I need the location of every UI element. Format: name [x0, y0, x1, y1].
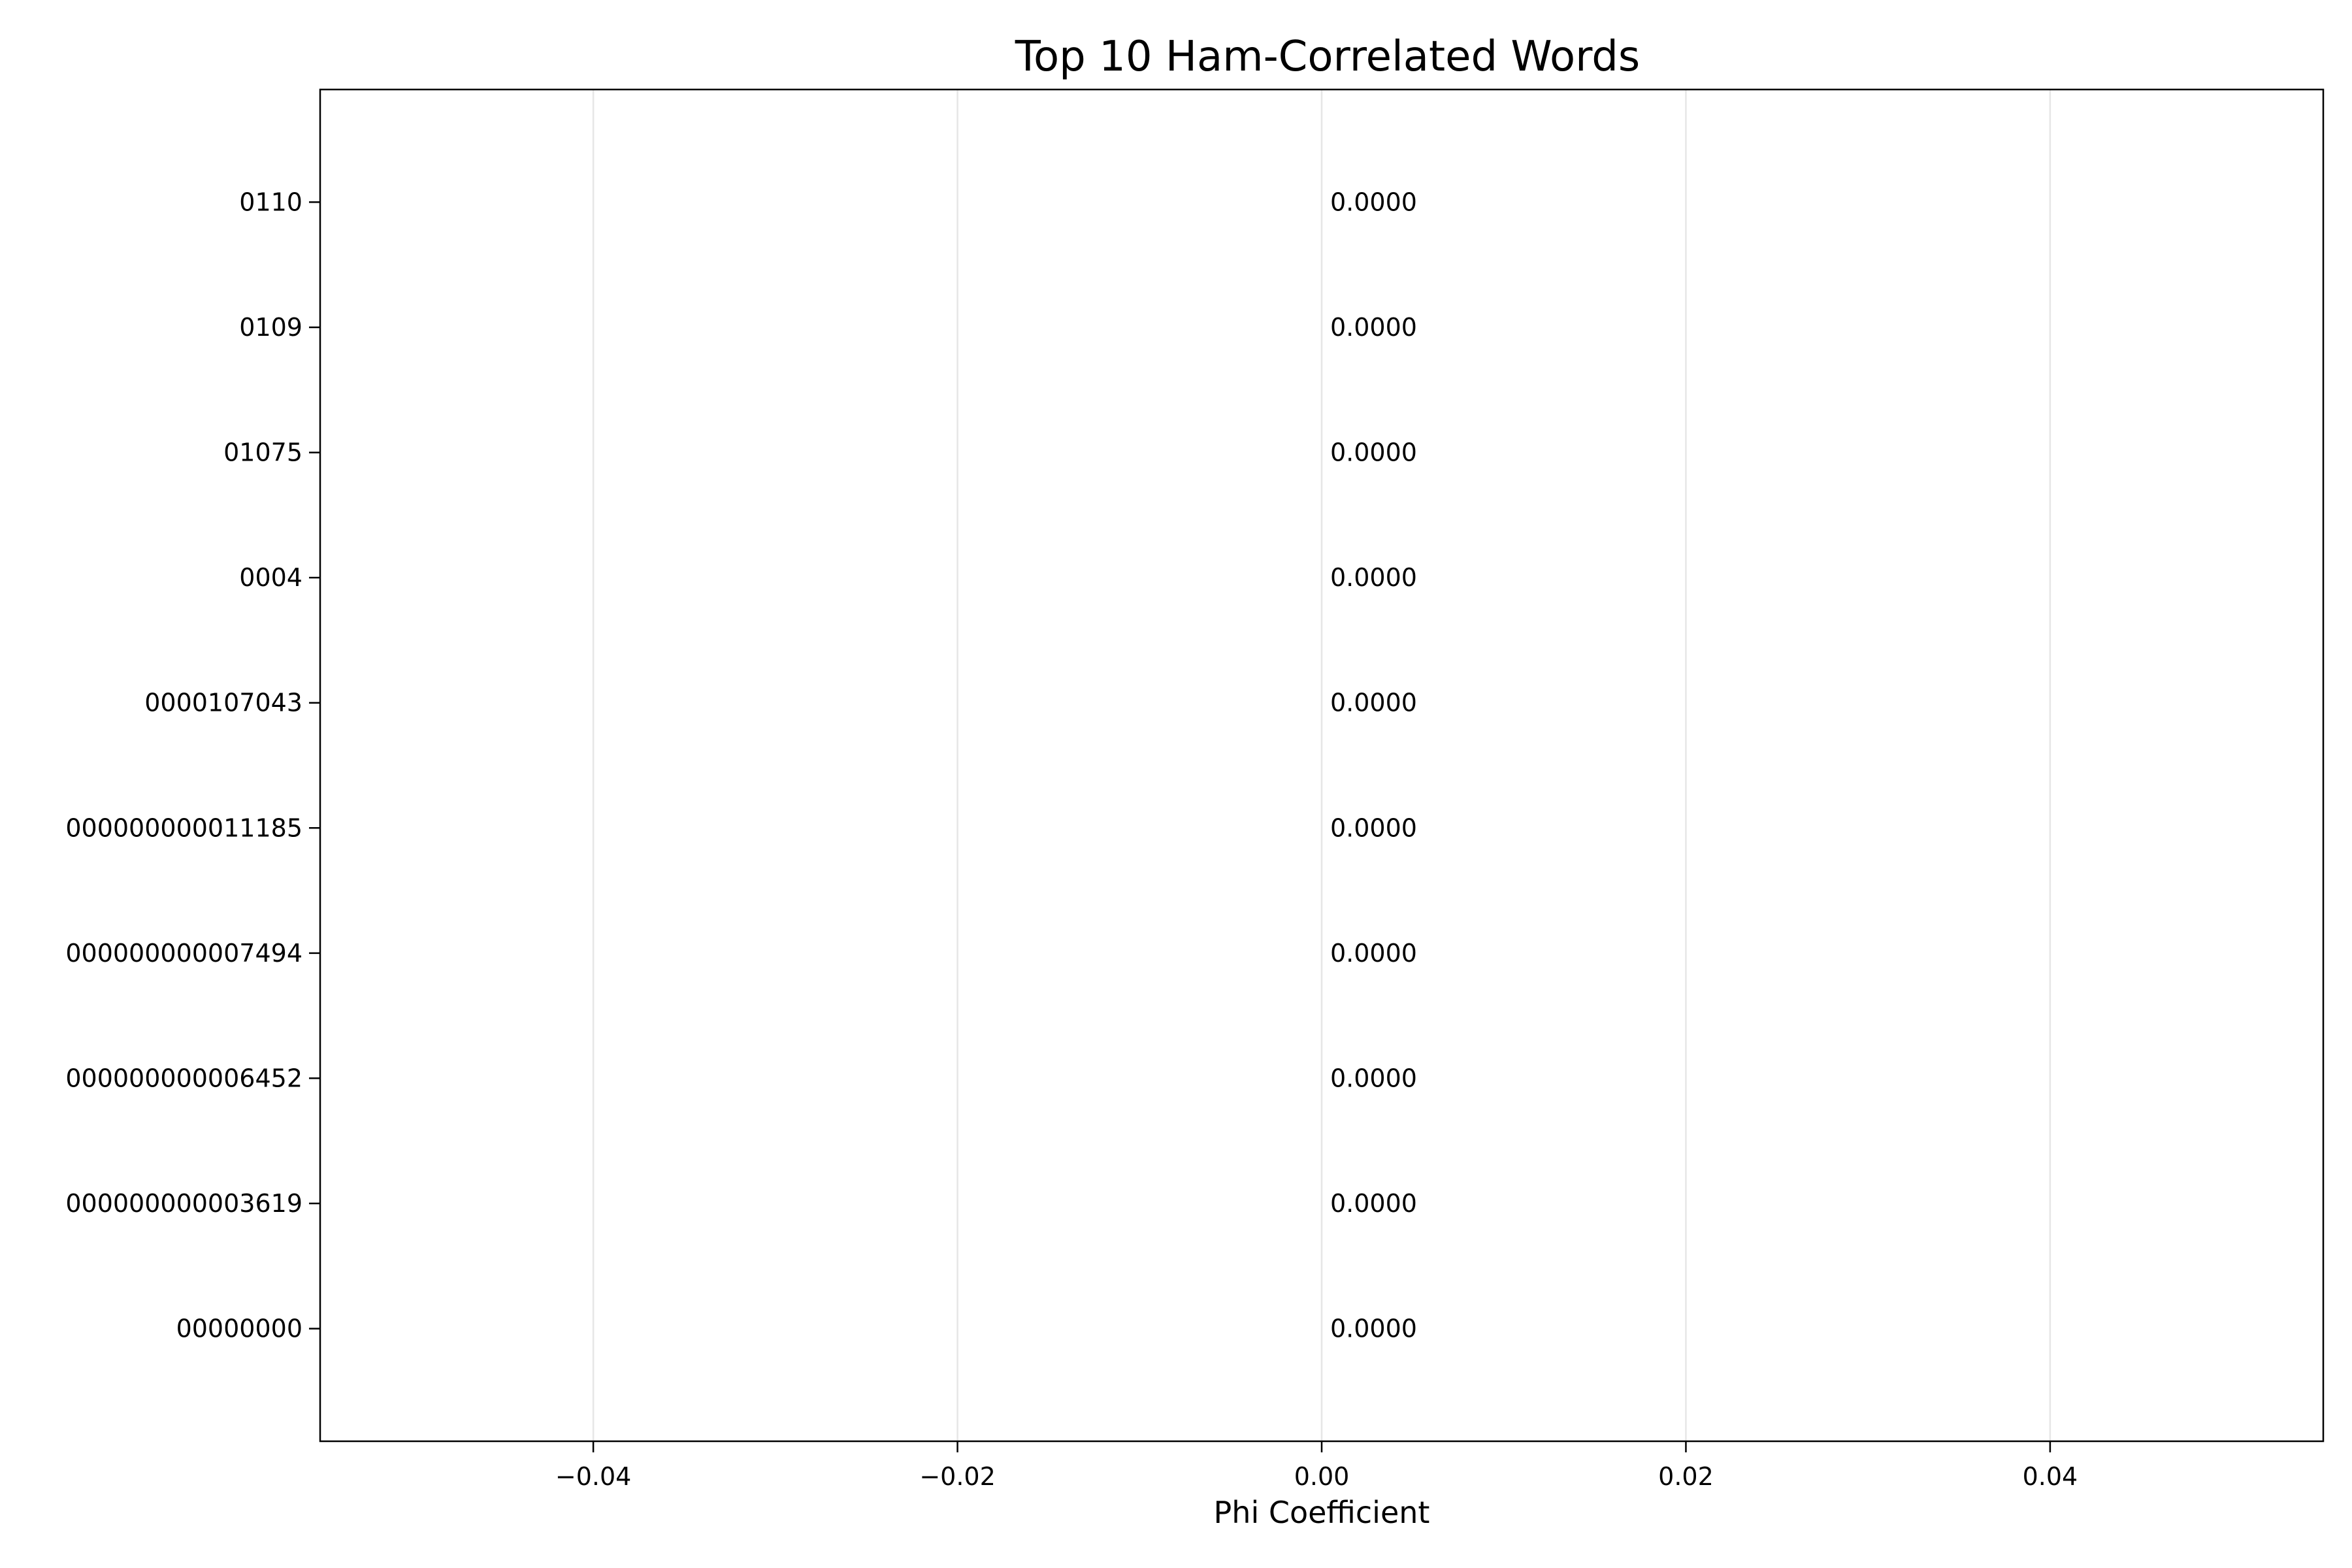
- y-tick-label: 01075: [223, 438, 302, 467]
- chart-title: Top 10 Ham-Correlated Words: [1015, 33, 1641, 81]
- data-label: 0.0000: [1330, 438, 1417, 467]
- x-tick-label: −0.04: [555, 1462, 631, 1491]
- data-label: 0.0000: [1330, 1064, 1417, 1092]
- data-label: 0.0000: [1330, 939, 1417, 968]
- grid-lines: [592, 90, 2051, 1441]
- x-axis-ticks: −0.04 −0.02 0.00 0.02 0.04: [555, 1441, 2078, 1491]
- y-axis-ticks: 00000000 000000000003619 000000000006452 00…: [65, 188, 320, 1343]
- data-label: 0.0000: [1330, 1315, 1417, 1343]
- y-tick-label: 0110: [239, 188, 302, 216]
- x-axis-label: Phi Coefficient: [1214, 1495, 1430, 1530]
- x-tick-label: −0.02: [919, 1462, 995, 1491]
- x-tick-label: 0.02: [1658, 1462, 1714, 1491]
- y-tick-label: 000000000011185: [65, 813, 302, 842]
- y-tick-label: 0109: [239, 313, 302, 342]
- x-tick-label: 0.00: [1294, 1462, 1350, 1491]
- y-tick-label: 0004: [239, 563, 302, 592]
- data-label: 0.0000: [1330, 563, 1417, 592]
- y-tick-label: 000000000003619: [65, 1189, 302, 1218]
- data-label: 0.0000: [1330, 313, 1417, 342]
- data-label: 0.0000: [1330, 1189, 1417, 1218]
- y-tick-label: 000000000006452: [65, 1064, 302, 1092]
- data-label: 0.0000: [1330, 813, 1417, 842]
- y-tick-label: 0000107043: [144, 689, 302, 717]
- y-tick-label: 000000000007494: [65, 939, 302, 968]
- y-tick-label: 00000000: [176, 1315, 302, 1343]
- data-labels: 0.0000 0.0000 0.0000 0.0000 0.0000 0.0000 0.00…: [1330, 188, 1417, 1343]
- data-label: 0.0000: [1330, 689, 1417, 717]
- x-tick-label: 0.04: [2023, 1462, 2078, 1491]
- data-label: 0.0000: [1330, 188, 1417, 216]
